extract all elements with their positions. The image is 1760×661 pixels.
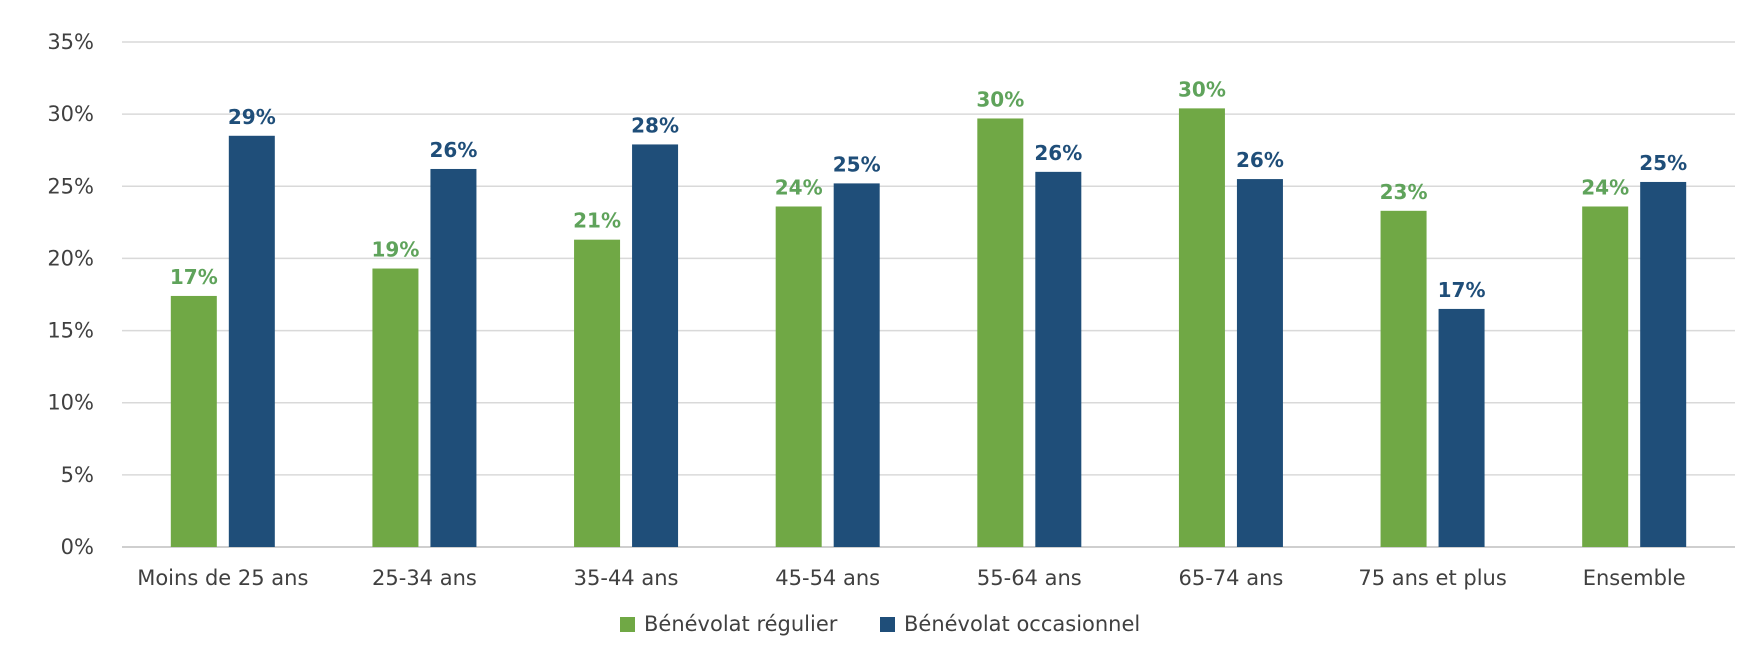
y-tick-label: 15% [47,319,94,343]
data-label: 26% [1034,141,1082,165]
x-tick-label: 75 ans et plus [1358,566,1506,590]
bar [632,144,679,547]
bar [430,168,477,547]
x-tick-label: Ensemble [1583,566,1686,590]
bar [372,268,419,547]
x-axis-ticks: Moins de 25 ans 25-34 ans 35-44 ans 45-54 a… [137,566,1685,590]
y-tick-label: 35% [47,30,94,54]
x-tick-label: 45-54 ans [775,566,880,590]
data-label: 17% [170,265,218,289]
bars [170,108,1687,548]
bar [228,135,275,548]
x-tick-label: 65-74 ans [1179,566,1284,590]
bar [1035,171,1082,547]
x-tick-label: 55-64 ans [977,566,1082,590]
data-label: 23% [1380,180,1428,204]
data-label: 29% [228,105,276,129]
data-label: 24% [775,175,823,199]
grid-lines [122,41,1735,548]
legend-label: Bénévolat occasionnel [904,612,1140,636]
legend: Bénévolat régulier Bénévolat occasionnel [620,612,1140,636]
bar [574,239,621,547]
legend-label: Bénévolat régulier [644,612,838,636]
legend-swatch [620,617,635,632]
data-label: 25% [833,152,881,176]
x-tick-label: 25-34 ans [372,566,477,590]
data-label: 26% [1236,148,1284,172]
x-tick-label: 35-44 ans [574,566,679,590]
data-label: 28% [631,113,679,137]
bar [775,206,822,547]
y-tick-label: 0% [61,535,94,559]
bar [1438,308,1485,547]
data-label: 26% [430,138,478,162]
data-label: 19% [372,238,420,262]
y-tick-label: 5% [61,463,94,487]
data-label: 21% [573,209,621,233]
data-label: 24% [1581,175,1629,199]
y-tick-label: 30% [47,102,94,126]
y-tick-label: 10% [47,391,94,415]
data-label: 25% [1639,151,1687,175]
data-label: 17% [1438,278,1486,302]
y-axis-ticks: 0% 5% 10% 15% 20% 25% 30% 35% [47,30,94,559]
bar [1380,210,1427,548]
bar [977,118,1024,547]
data-label: 30% [976,87,1024,111]
bar [1582,206,1629,547]
legend-swatch [880,617,895,632]
bar [170,295,217,547]
data-labels: 17% 29% 19% 26% 21% 28% 24% 25% 30% 26% 30% 26% 23% 1… [170,77,1687,302]
x-tick-label: Moins de 25 ans [137,566,308,590]
bar [1178,108,1225,547]
y-tick-label: 25% [47,174,94,198]
bar [833,183,880,547]
y-tick-label: 20% [47,246,94,270]
bar [1640,181,1687,547]
bar [1236,179,1283,548]
data-label: 30% [1178,77,1226,101]
